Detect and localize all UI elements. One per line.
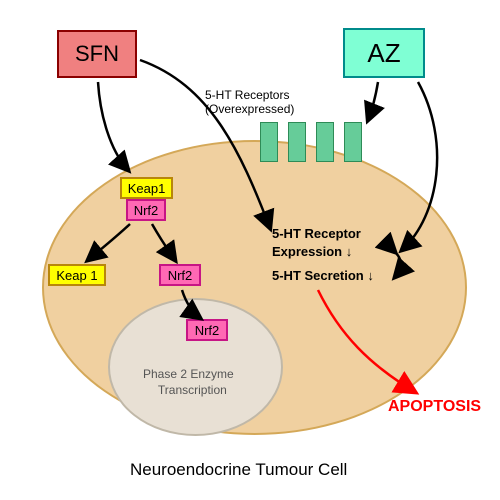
receptor-icon (316, 122, 334, 162)
nrf2-complex-box: Nrf2 (126, 199, 166, 221)
receptors-label-2: (Overexpressed) (205, 102, 294, 116)
sfn-label: SFN (75, 41, 119, 67)
arrow-sfn-keap1 (98, 82, 128, 170)
phase2-line1: Phase 2 Enzyme (143, 367, 234, 383)
receptor-icon (344, 122, 362, 162)
effects-block: 5-HT Receptor Expression ↓ 5-HT Secretio… (272, 225, 374, 286)
effect-line1: 5-HT Receptor (272, 225, 374, 243)
receptor-icon (288, 122, 306, 162)
nrf2-free-box: Nrf2 (159, 264, 201, 286)
receptors-label-1: 5-HT Receptors (205, 88, 294, 102)
nrf2-complex-label: Nrf2 (134, 203, 159, 218)
phase2-line2: Transcription (151, 383, 234, 399)
nrf2-nucleus-label: Nrf2 (195, 323, 220, 338)
az-box: AZ (343, 28, 425, 78)
keap1-free-box: Keap 1 (48, 264, 106, 286)
nrf2-free-label: Nrf2 (168, 268, 193, 283)
apoptosis-label: APOPTOSIS (388, 398, 481, 416)
keap1-complex-label: Keap1 (128, 181, 166, 196)
effect-line2: Expression ↓ (272, 243, 374, 261)
receptor-icon (260, 122, 278, 162)
az-label: AZ (367, 38, 400, 69)
keap1-nrf2-complex: Keap1 Nrf2 (120, 177, 173, 221)
keap1-complex-box: Keap1 (120, 177, 173, 199)
arrow-az-receptors (368, 82, 378, 120)
diagram-title: Neuroendocrine Tumour Cell (130, 460, 347, 480)
effect-line3: 5-HT Secretion ↓ (272, 267, 374, 285)
receptors-label: 5-HT Receptors (Overexpressed) (205, 88, 294, 117)
keap1-free-label: Keap 1 (56, 268, 97, 283)
nrf2-nucleus-box: Nrf2 (186, 319, 228, 341)
nucleus-label: Phase 2 Enzyme Transcription (143, 367, 234, 398)
sfn-box: SFN (57, 30, 137, 78)
